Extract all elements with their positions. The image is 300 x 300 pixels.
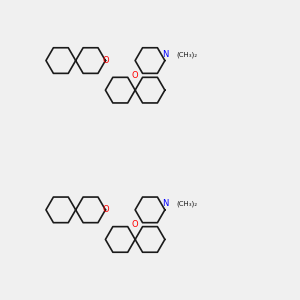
Text: N: N: [162, 50, 168, 59]
Text: O: O: [102, 206, 109, 214]
Text: (CH₃)₂: (CH₃)₂: [177, 201, 198, 207]
Text: O: O: [132, 220, 139, 229]
Text: N: N: [162, 200, 168, 208]
Text: O: O: [102, 56, 109, 65]
Text: O: O: [132, 71, 139, 80]
Text: (CH₃)₂: (CH₃)₂: [177, 51, 198, 58]
